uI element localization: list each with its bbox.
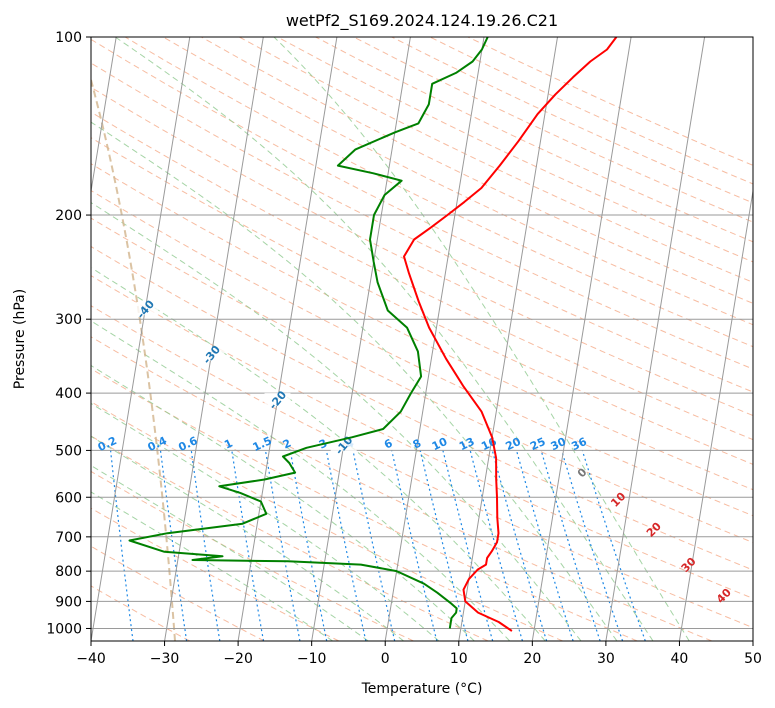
moist-adiabat — [91, 266, 546, 641]
isotherm-line — [605, 37, 706, 641]
isotherm-label-bg — [91, 256, 93, 270]
dry-adiabat — [91, 368, 638, 641]
chart-background-lines — [91, 37, 753, 641]
chart-ticks: −40 −30 −20 −10 0 10 20 30 40 50 100 200 300 400 500 60… — [46, 30, 762, 667]
mixing-ratio-label: 30 — [549, 435, 569, 453]
y-axis-label: Pressure (hPa) — [12, 289, 28, 389]
moist-adiabat — [91, 320, 511, 641]
moist-adiabat — [273, 37, 690, 641]
isotherm-line — [91, 37, 191, 641]
y-tick-label: 100 — [55, 30, 82, 46]
dry-adiabat — [91, 275, 753, 599]
isotherm-line — [678, 187, 753, 641]
chart-gridlines — [91, 37, 753, 641]
y-tick-label: 300 — [55, 312, 82, 328]
y-tick-label: 500 — [55, 443, 82, 459]
mixing-ratio-label: 36 — [569, 435, 589, 453]
moist-adiabat — [91, 364, 475, 641]
dry-adiabat — [91, 137, 753, 465]
mixing-ratio-line — [419, 450, 469, 641]
y-tick-label: 600 — [55, 490, 82, 506]
isotherm-line — [237, 37, 338, 641]
x-tick-label: 30 — [597, 651, 615, 667]
y-tick-label: 900 — [55, 594, 82, 610]
dry-adiabat — [91, 86, 753, 417]
x-tick-label: −10 — [297, 651, 327, 667]
mixing-ratio-line — [540, 450, 601, 641]
dry-adiabat — [91, 507, 340, 641]
y-tick-label: 800 — [55, 564, 82, 580]
isotherm-label-bg — [132, 302, 159, 316]
dry-adiabat — [162, 37, 753, 326]
mixing-ratio-line — [391, 450, 438, 641]
moist-adiabat — [91, 435, 404, 641]
moist-adiabat — [91, 464, 369, 641]
x-axis-label: Temperature (°C) — [361, 681, 483, 697]
mixing-ratio-line — [325, 450, 367, 641]
y-tick-label: 1000 — [46, 621, 82, 637]
x-tick-label: −40 — [76, 651, 106, 667]
temperature-profile — [403, 37, 618, 632]
dry-adiabat — [239, 37, 753, 283]
chart-title: wetPf2_S169.2024.124.19.26.C21 — [286, 11, 558, 31]
dry-adiabat — [91, 435, 489, 641]
x-tick-label: 0 — [381, 651, 390, 667]
dry-adiabat — [124, 37, 753, 348]
y-tick-label: 400 — [55, 386, 82, 402]
mixing-ratio-line — [581, 450, 646, 641]
isotherm-line — [531, 37, 632, 641]
y-tick-label: 200 — [55, 208, 82, 224]
isotherm-label-bg — [198, 347, 225, 361]
x-tick-label: 20 — [523, 651, 541, 667]
mixing-ratio-label: 10 — [430, 435, 450, 453]
moist-adiabat — [114, 37, 654, 641]
mixing-ratio-line — [515, 450, 574, 641]
dry-adiabat — [91, 62, 753, 393]
mixing-ratio-line — [352, 450, 396, 641]
isotherm-line — [164, 37, 264, 641]
isotherm-label-bg — [264, 392, 291, 406]
chart-series — [128, 37, 618, 632]
dry-adiabat — [91, 305, 753, 629]
isotherm-line — [458, 37, 558, 641]
mixing-ratio-label: 25 — [528, 435, 547, 453]
mixing-ratio-line — [491, 450, 548, 641]
dry-adiabat — [91, 189, 753, 517]
plot-frame — [90, 36, 754, 642]
isotherm-line — [91, 37, 117, 195]
mixing-ratio-label: 20 — [504, 435, 524, 453]
x-tick-label: 10 — [450, 651, 468, 667]
dry-adiabat — [91, 217, 753, 544]
x-tick-label: −30 — [150, 651, 180, 667]
dry-adiabat — [91, 163, 753, 491]
isotherm-line — [311, 37, 411, 641]
x-tick-label: −20 — [223, 651, 253, 667]
mixing-ratio-label: 13 — [457, 435, 476, 453]
x-tick-label: 40 — [671, 651, 689, 667]
y-tick-label: 700 — [55, 530, 82, 546]
mixing-ratio-line — [289, 450, 328, 641]
x-tick-label: 50 — [744, 651, 762, 667]
dewpoint-profile — [128, 37, 489, 629]
dry-adiabat — [91, 401, 563, 641]
mixing-ratio-line — [469, 450, 524, 641]
